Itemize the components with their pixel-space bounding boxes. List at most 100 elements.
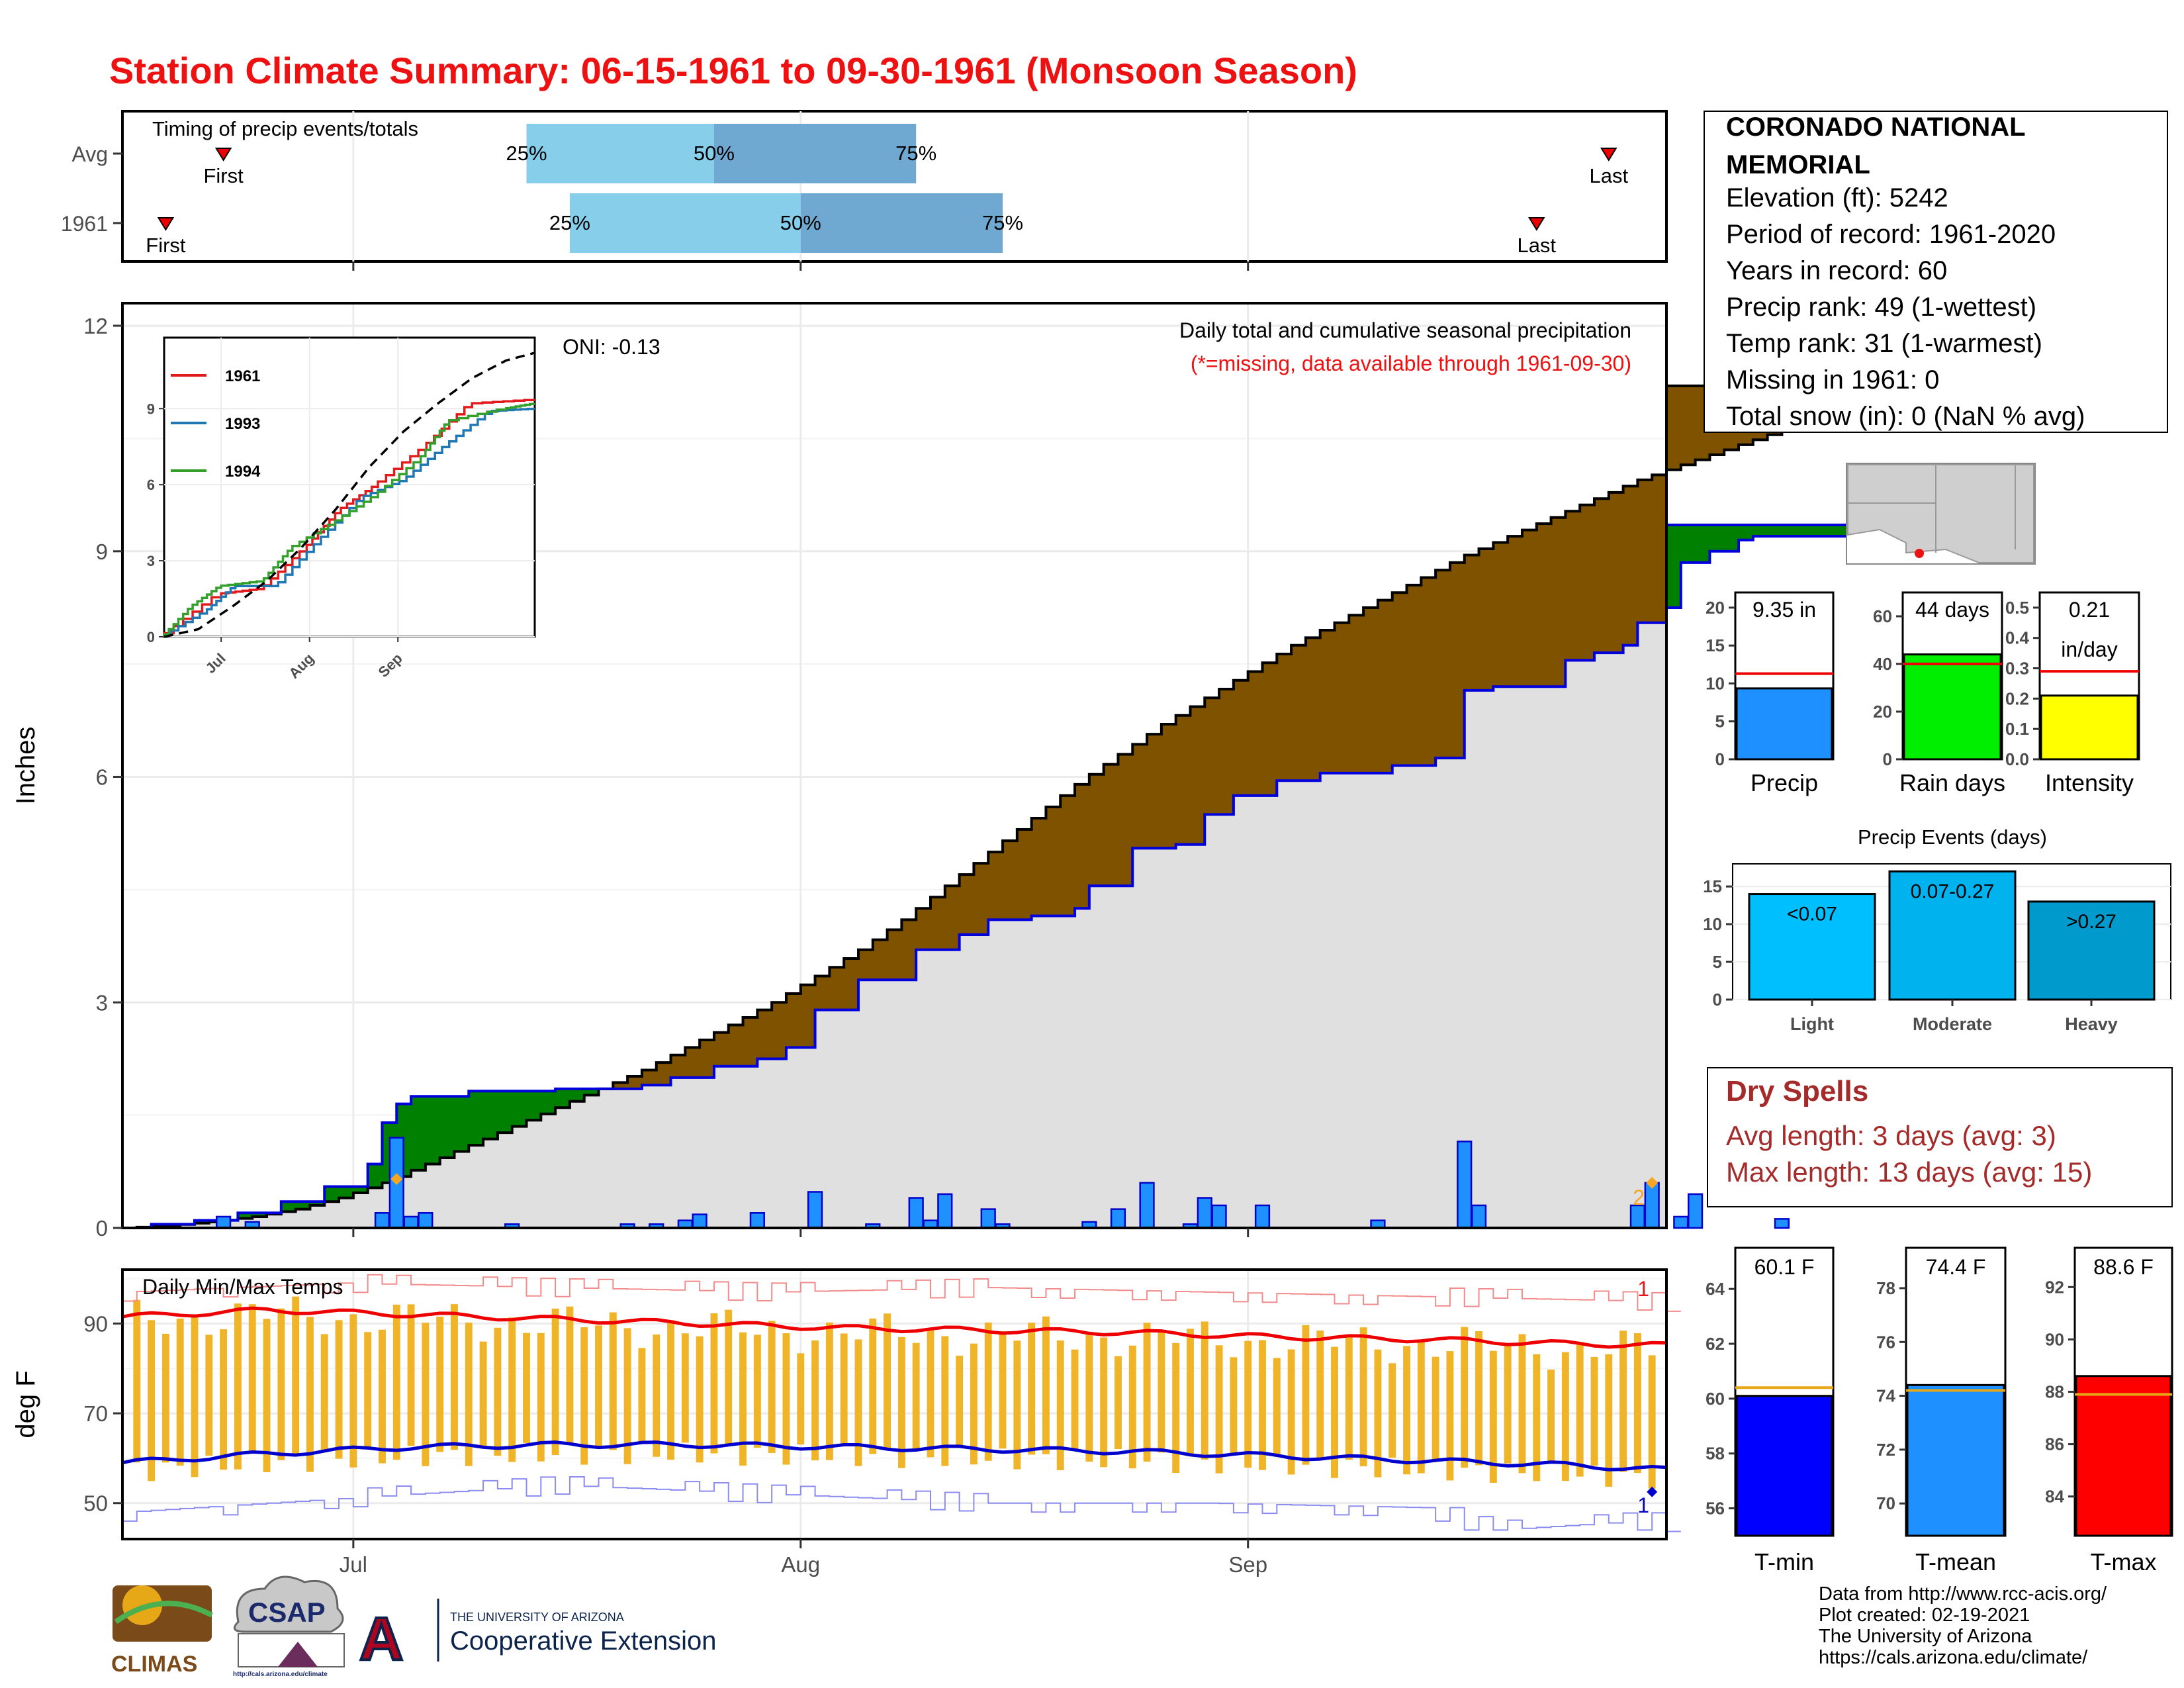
daily-temp-bar — [1432, 1356, 1439, 1460]
daily-temp-bar — [1302, 1325, 1310, 1465]
event-bar — [1748, 893, 1876, 1001]
dry-spells-max: Max length: 13 days (avg: 15) — [1726, 1156, 2092, 1188]
daily-temp-bar — [1446, 1351, 1454, 1481]
daily-temp-bar — [623, 1328, 631, 1464]
events-tick-label: 5 — [1713, 952, 1722, 972]
daily-temp-bar — [1417, 1340, 1425, 1474]
map-state-region — [1847, 464, 2034, 563]
events-title: Precip Events (days) — [1858, 825, 2047, 849]
events-tick-label: 0 — [1713, 990, 1722, 1009]
summary-tick-label: 0 — [1715, 749, 1725, 769]
daily-temp-bar — [1489, 1350, 1497, 1483]
first-event-label: First — [146, 234, 186, 257]
daily-temp-bar — [1590, 1356, 1598, 1466]
temp-bar — [1735, 1395, 1833, 1537]
daily-temp-bar — [320, 1334, 328, 1452]
station-location-marker — [1915, 549, 1924, 558]
station-info-line: Total snow (in): 0 (NaN % avg) — [1726, 402, 2085, 431]
temp-bar-label: T-max — [2090, 1548, 2156, 1575]
avg-cumulative-line — [122, 384, 2000, 1229]
daily-temp-bar — [1013, 1340, 1021, 1470]
daily-temp-bar — [392, 1304, 400, 1460]
summary-bar-label: Rain days — [1899, 769, 2005, 796]
record-marker — [1647, 1486, 1658, 1497]
daily-temp-bar — [1388, 1363, 1396, 1458]
daily-temp-bar — [1461, 1327, 1469, 1468]
summary-bar — [1735, 687, 1833, 761]
temp-bar — [1906, 1383, 2005, 1537]
x-tick-label: Aug — [781, 1552, 820, 1577]
timing-row-label: Avg — [71, 142, 108, 166]
daily-temp-bar — [696, 1336, 704, 1463]
ua-line1: THE UNIVERSITY OF ARIZONA — [450, 1611, 624, 1624]
events-tick-label: 15 — [1703, 876, 1722, 896]
summary-value-label: in/day — [2061, 637, 2117, 661]
daily-precip-bar — [1197, 1197, 1212, 1229]
daily-temp-bar — [248, 1304, 256, 1453]
daily-precip-bar — [1211, 1204, 1227, 1229]
inset-series-line — [163, 402, 535, 637]
summary-tick-label: 60 — [1873, 606, 1892, 626]
daily-temp-bar — [1056, 1340, 1064, 1470]
inset-y-tick-label: 6 — [147, 477, 155, 493]
daily-precip-bar — [1457, 1141, 1473, 1229]
daily-temp-bar — [133, 1299, 141, 1463]
daily-temp-bar — [580, 1327, 588, 1465]
daily-temp-bar — [1359, 1327, 1367, 1467]
timing-panel-title: Timing of precip events/totals — [152, 117, 418, 140]
daily-temp-bar — [523, 1333, 530, 1443]
summary-bar-label: Precip — [1751, 769, 1818, 796]
inset-frame — [163, 336, 536, 638]
daily-precip-bar — [1774, 1218, 1790, 1229]
dry-spells-title: Dry Spells — [1726, 1075, 1868, 1107]
daily-temp-bar — [1403, 1346, 1410, 1475]
event-category-label: Moderate — [1913, 1014, 1992, 1034]
summary-tick-label: 10 — [1706, 673, 1725, 693]
event-bar-label: 0.07-0.27 — [1911, 880, 1995, 902]
daily-temp-bar — [191, 1316, 199, 1477]
daily-temp-bar — [1619, 1331, 1627, 1472]
locator-map — [1846, 463, 2036, 565]
daily-temp-bar — [667, 1320, 674, 1460]
daily-precip-bar — [216, 1215, 232, 1229]
events-tick-label: 10 — [1703, 914, 1722, 934]
daily-temp-bar — [1633, 1333, 1641, 1474]
event-bar-label: <0.07 — [1787, 904, 1837, 925]
avg-max-line — [122, 1306, 1667, 1349]
summary-tick-label: 0.2 — [2005, 688, 2029, 708]
footer-line: Data from http://www.rcc-acis.org/ — [1819, 1583, 2107, 1605]
daily-temp-bar — [205, 1335, 213, 1456]
y-tick-label: 50 — [83, 1491, 108, 1516]
daily-temp-bar — [1215, 1345, 1223, 1474]
quartile-label: 25% — [549, 211, 590, 234]
precip-subtitle: Daily total and cumulative seasonal prec… — [1179, 318, 1631, 342]
precip-marker — [1646, 1176, 1659, 1189]
event-category-label: Light — [1790, 1014, 1834, 1034]
inset-legend-label: 1993 — [225, 415, 260, 433]
daily-temp-bar — [1648, 1355, 1656, 1489]
inset-y-tick-label: 9 — [147, 400, 155, 417]
daily-temp-bar — [710, 1313, 718, 1454]
daily-precip-bar — [1688, 1193, 1704, 1229]
last-event-marker — [1527, 217, 1545, 231]
daily-precip-bar — [749, 1212, 765, 1229]
inset-legend-label: 1961 — [225, 367, 260, 385]
daily-precip-bar — [418, 1212, 433, 1229]
station-info-line: Period of record: 1961-2020 — [1726, 220, 2056, 249]
last-event-label: Last — [1517, 234, 1556, 257]
precip-y-axis-label: Inches — [11, 727, 40, 805]
temp-tick-label: 64 — [1706, 1279, 1725, 1299]
daily-temp-bar — [277, 1308, 285, 1460]
temp-bar-label: T-mean — [1915, 1548, 1996, 1575]
ua-letter-logo: A — [359, 1605, 403, 1673]
precip-panel: 0 3 6 9 12 Inches ONI: -0.13 Daily total and cu… — [11, 302, 2000, 1241]
temp-tick-label: 92 — [2045, 1277, 2064, 1297]
temp-bar — [2075, 1375, 2172, 1537]
record-min-line — [122, 1476, 1681, 1532]
daily-temp-bar — [1143, 1323, 1151, 1462]
inset-y-tick-label: 0 — [147, 629, 155, 645]
station-box-frame — [1704, 111, 2168, 433]
station-info-line: Precip rank: 49 (1-wettest) — [1726, 293, 2036, 322]
summary-tick-label: 0 — [1883, 749, 1892, 769]
summary-tick-label: 0.4 — [2005, 628, 2030, 648]
